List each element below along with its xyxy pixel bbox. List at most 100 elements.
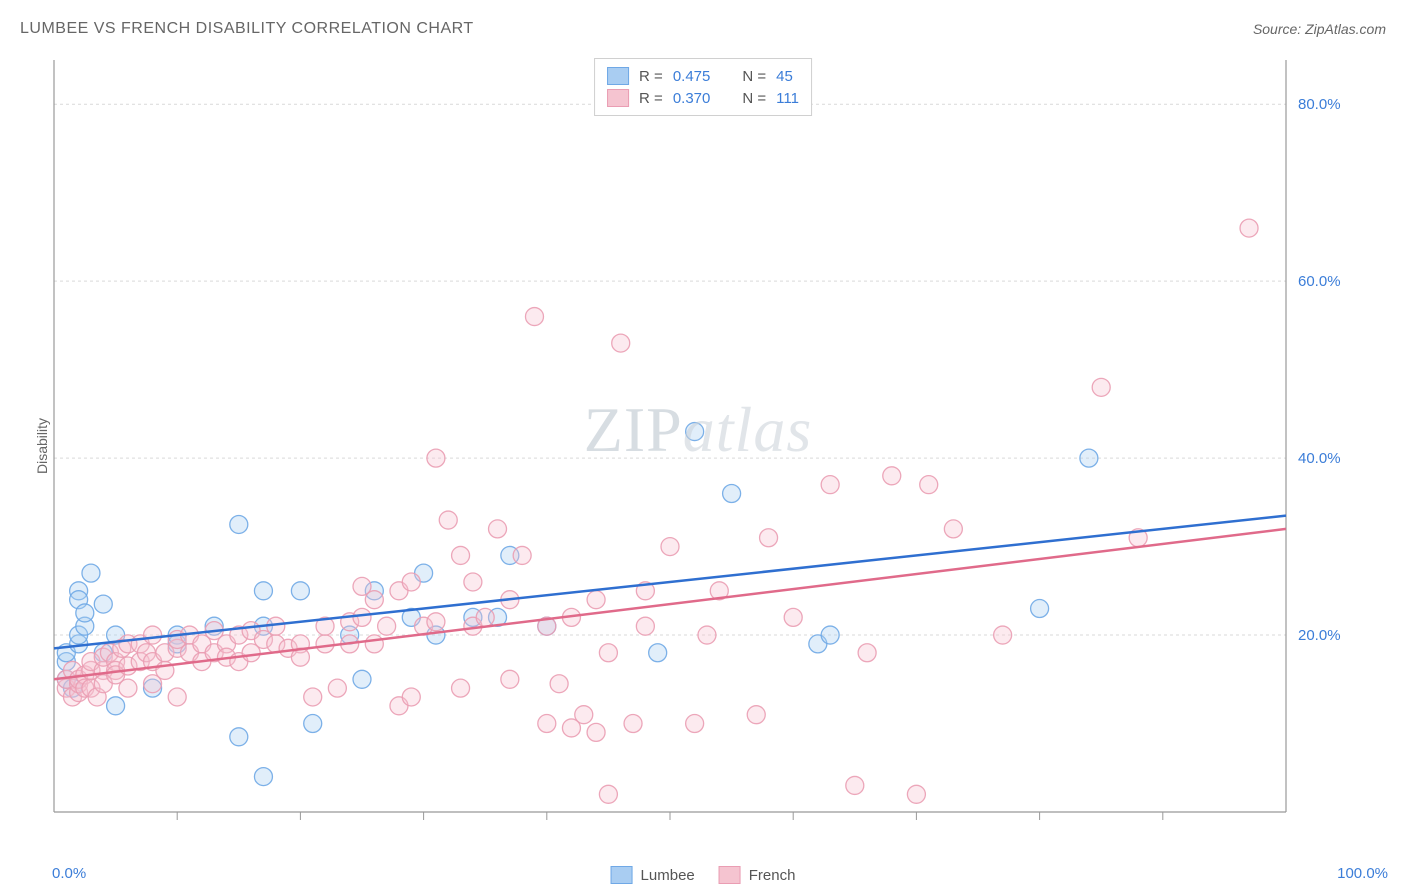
x-axis-max-label: 100.0%: [1337, 865, 1388, 882]
data-point: [94, 595, 112, 613]
data-point: [612, 334, 630, 352]
series-legend-item: French: [719, 866, 796, 884]
data-point: [599, 785, 617, 803]
data-point: [365, 635, 383, 653]
data-point: [686, 423, 704, 441]
data-point: [907, 785, 925, 803]
source-link[interactable]: ZipAtlas.com: [1305, 21, 1386, 37]
data-point: [538, 715, 556, 733]
data-point: [402, 573, 420, 591]
svg-text:60.0%: 60.0%: [1298, 273, 1341, 290]
chart-title: LUMBEE VS FRENCH DISABILITY CORRELATION …: [20, 20, 474, 38]
trend-line: [54, 516, 1286, 649]
correlation-legend: R = 0.475 N = 45 R = 0.370 N = 111: [594, 58, 812, 116]
legend-swatch: [607, 89, 629, 107]
n-label: N =: [742, 68, 766, 85]
legend-swatch: [719, 866, 741, 884]
svg-text:40.0%: 40.0%: [1298, 450, 1341, 467]
data-point: [402, 688, 420, 706]
data-point: [230, 515, 248, 533]
data-point: [686, 715, 704, 733]
data-point: [747, 706, 765, 724]
data-point: [698, 626, 716, 644]
data-point: [328, 679, 346, 697]
data-point: [304, 715, 322, 733]
data-point: [1080, 449, 1098, 467]
data-point: [452, 679, 470, 697]
data-point: [821, 476, 839, 494]
n-value: 45: [776, 68, 793, 85]
data-point: [230, 728, 248, 746]
data-point: [846, 776, 864, 794]
r-label: R =: [639, 68, 663, 85]
data-point: [476, 608, 494, 626]
data-point: [254, 768, 272, 786]
data-point: [353, 608, 371, 626]
data-point: [784, 608, 802, 626]
data-point: [575, 706, 593, 724]
series-legend: Lumbee French: [611, 866, 796, 884]
data-point: [144, 626, 162, 644]
data-point: [1031, 600, 1049, 618]
y-axis-label: Disability: [34, 418, 50, 474]
data-point: [944, 520, 962, 538]
data-point: [316, 635, 334, 653]
data-point: [82, 564, 100, 582]
data-point: [587, 723, 605, 741]
data-point: [858, 644, 876, 662]
series-name: French: [749, 867, 796, 884]
data-point: [427, 613, 445, 631]
data-point: [624, 715, 642, 733]
legend-swatch: [611, 866, 633, 884]
data-point: [353, 670, 371, 688]
data-point: [649, 644, 667, 662]
data-point: [439, 511, 457, 529]
data-point: [501, 670, 519, 688]
data-point: [994, 626, 1012, 644]
data-point: [636, 617, 654, 635]
data-point: [365, 591, 383, 609]
svg-text:20.0%: 20.0%: [1298, 627, 1341, 644]
data-point: [427, 449, 445, 467]
scatter-plot: 20.0% 40.0% 60.0% 80.0%: [50, 50, 1346, 842]
legend-row: R = 0.475 N = 45: [607, 65, 799, 87]
data-point: [599, 644, 617, 662]
data-point: [513, 546, 531, 564]
n-value: 111: [776, 90, 799, 107]
data-point: [254, 582, 272, 600]
data-point: [1240, 219, 1258, 237]
data-point: [723, 485, 741, 503]
n-label: N =: [742, 90, 766, 107]
data-point: [489, 520, 507, 538]
legend-row: R = 0.370 N = 111: [607, 87, 799, 109]
series-name: Lumbee: [641, 867, 695, 884]
data-point: [304, 688, 322, 706]
data-point: [1092, 378, 1110, 396]
source-attribution: Source: ZipAtlas.com: [1253, 21, 1386, 37]
data-point: [378, 617, 396, 635]
data-point: [883, 467, 901, 485]
data-point: [760, 529, 778, 547]
data-point: [168, 688, 186, 706]
r-label: R =: [639, 90, 663, 107]
data-point: [920, 476, 938, 494]
data-point: [587, 591, 605, 609]
data-point: [119, 679, 137, 697]
r-value: 0.475: [673, 68, 711, 85]
data-point: [291, 582, 309, 600]
source-prefix: Source:: [1253, 21, 1305, 37]
data-point: [107, 697, 125, 715]
data-point: [464, 573, 482, 591]
data-point: [525, 308, 543, 326]
data-point: [661, 538, 679, 556]
data-point: [550, 675, 568, 693]
series-legend-item: Lumbee: [611, 866, 695, 884]
data-point: [821, 626, 839, 644]
x-axis-min-label: 0.0%: [52, 865, 86, 882]
data-point: [76, 604, 94, 622]
data-point: [452, 546, 470, 564]
svg-text:80.0%: 80.0%: [1298, 96, 1341, 113]
chart-area: 20.0%40.0%60.0%80.0% ZIPatlas: [50, 50, 1346, 842]
r-value: 0.370: [673, 90, 711, 107]
legend-swatch: [607, 67, 629, 85]
